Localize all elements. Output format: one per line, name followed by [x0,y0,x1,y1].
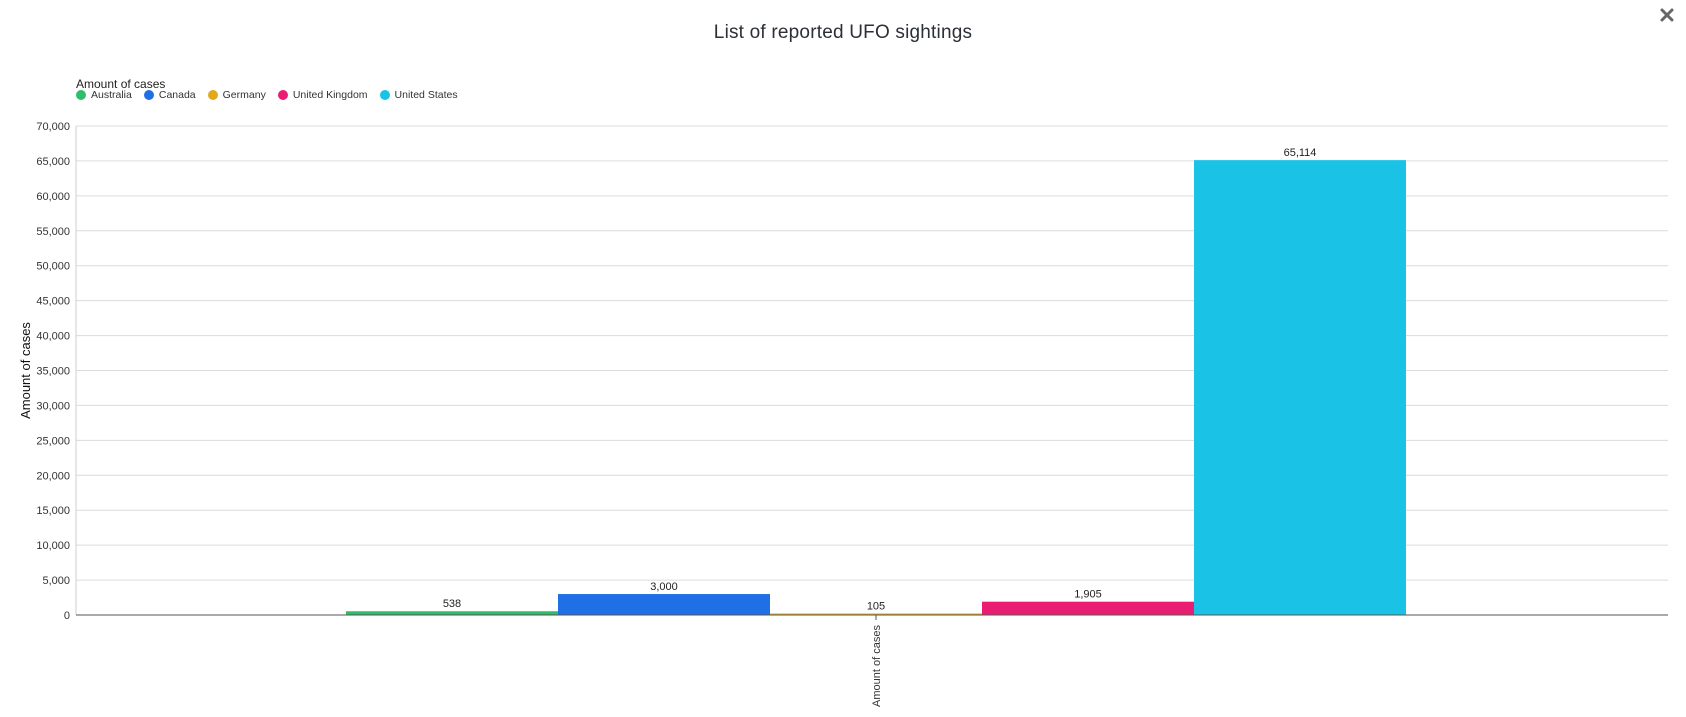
data-label: 65,114 [1284,147,1317,159]
y-tick-label: 35,000 [36,366,70,378]
legend-dot-icon [207,90,218,100]
y-tick-label: 10,000 [36,540,70,552]
y-tick-label: 25,000 [36,435,70,447]
legend: Australia Canada Germany United Kingdom Unit… [76,89,470,101]
x-tick-label: Amount of cases [871,625,883,707]
y-tick-label: 60,000 [36,191,70,203]
legend-dot-icon [379,90,390,100]
legend-label: Canada [158,89,196,101]
y-tick-label: 55,000 [36,226,70,238]
bar-australia[interactable] [346,611,558,615]
y-tick-label: 40,000 [36,331,70,343]
y-tick-label: 20,000 [36,470,70,482]
legend-label: Germany [222,89,266,101]
bar-germany[interactable] [770,613,982,616]
legend-label: United Kingdom [292,89,368,101]
data-label: 105 [867,601,885,613]
legend-item-united-states[interactable]: United States [379,89,458,101]
y-tick-label: 50,000 [36,261,70,273]
data-label: 1,905 [1074,589,1102,601]
legend-label: Australia [91,89,132,101]
legend-label: United States [394,89,458,101]
legend-dot-icon [277,90,288,100]
legend-item-australia[interactable]: Australia [76,89,132,101]
legend-dot-icon [76,90,86,100]
y-tick-label: 15,000 [36,505,70,517]
y-tick-label: 70,000 [36,121,70,133]
y-axis-title: Amount of cases [18,322,33,419]
y-tick-label: 45,000 [36,296,70,308]
bar-united-kingdom[interactable] [982,601,1194,615]
chart-title: List of reported UFO sightings [713,22,973,43]
bar-canada[interactable] [558,594,770,615]
legend-item-germany[interactable]: Germany [207,89,266,101]
y-tick-label: 30,000 [36,400,70,412]
y-tick-label: 0 [64,610,70,622]
legend-title: Amount of cases [76,77,166,91]
data-label: 538 [443,598,461,610]
legend-item-united-kingdom[interactable]: United Kingdom [277,89,368,101]
y-tick-label: 65,000 [36,156,70,168]
bar-united-states[interactable] [1194,160,1406,615]
data-label: 3,000 [650,581,678,593]
legend-dot-icon [143,90,154,100]
close-icon[interactable] [1658,6,1676,24]
y-tick-label: 5,000 [42,575,70,587]
legend-item-canada[interactable]: Canada [143,89,196,101]
